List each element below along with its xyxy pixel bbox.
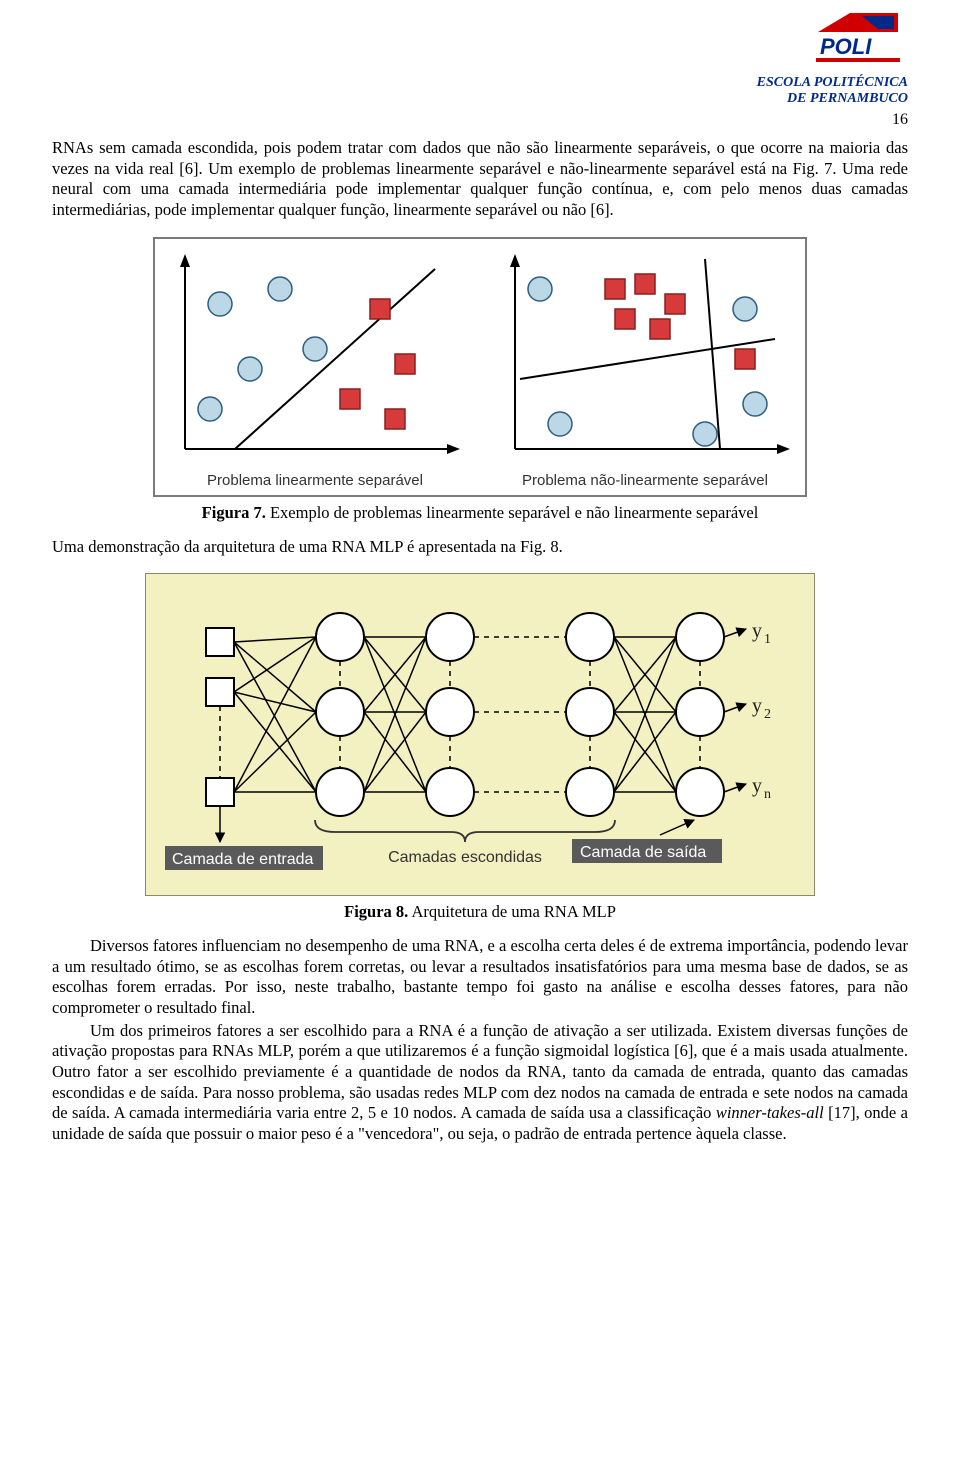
paragraph-1: RNAs sem camada escondida, pois podem tr… [52,138,908,221]
brand-line-1: ESCOLA POLITÉCNICA [757,75,908,91]
svg-text:Camadas escondidas: Camadas escondidas [388,849,542,866]
svg-text:Camada de entrada: Camada de entrada [172,851,314,868]
fig7-left-panel [165,249,465,459]
brand-line-2: DE PERNAMBUCO [757,91,908,107]
svg-text:Camada de saída: Camada de saída [580,844,706,861]
paragraph-4: Um dos primeiros fatores a ser escolhido… [52,1021,908,1145]
figure-7: Problema linearmente separável Problema … [52,237,908,497]
figure-7-caption: Figura 7. Exemplo de problemas linearmen… [52,503,908,523]
svg-text:POLI: POLI [820,34,872,59]
fig8-svg: y1y2ynCamadas escondidasCamada de entrad… [160,582,800,882]
svg-text:y: y [752,620,762,642]
paragraph-2: Uma demonstração da arquitetura de uma R… [52,537,908,558]
svg-text:y: y [752,775,762,797]
svg-text:n: n [764,787,771,802]
fig7-right-label: Problema não-linearmente separável [495,472,795,489]
svg-text:1: 1 [764,632,771,647]
poli-logo: POLI [808,10,908,75]
page-number: 16 [757,111,908,129]
figure-8: y1y2ynCamadas escondidasCamada de entrad… [52,573,908,896]
figure-8-caption: Figura 8. Arquitetura de uma RNA MLP [52,902,908,922]
fig7-left-label: Problema linearmente separável [165,472,465,489]
paragraph-3: Diversos fatores influenciam no desempen… [52,936,908,1019]
svg-text:y: y [752,695,762,717]
page-header: POLI ESCOLA POLITÉCNICA DE PERNAMBUCO 16 [757,10,908,129]
fig7-right-panel [495,249,795,459]
svg-text:2: 2 [764,707,771,722]
